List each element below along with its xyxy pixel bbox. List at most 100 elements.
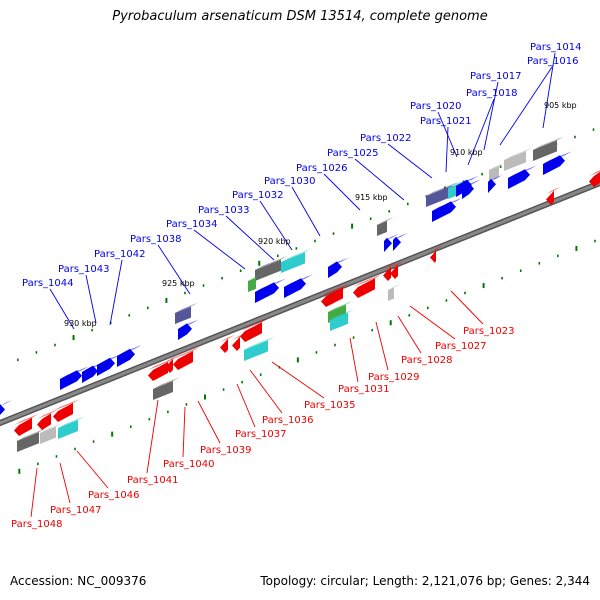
reverse-gene-block-top bbox=[321, 283, 350, 296]
reverse-gene-label: Pars_1039 bbox=[200, 445, 251, 456]
forward-gene-block bbox=[377, 217, 394, 236]
forward-gene-block-face bbox=[248, 277, 256, 292]
reverse-leader-line bbox=[182, 406, 186, 458]
backbone bbox=[0, 181, 600, 425]
scale-labels: 905 kbp 910 kbp 915 kbp 920 kbp 925 kbp 930 k… bbox=[64, 101, 577, 328]
forward-gene-block-face bbox=[543, 155, 565, 175]
forward-gene-block-face bbox=[281, 252, 305, 273]
forward-gene-block bbox=[489, 162, 506, 181]
forward-gene-label: Pars_1014 bbox=[530, 42, 581, 53]
forward-gene-block-face bbox=[384, 237, 392, 252]
reverse-leader-line bbox=[349, 337, 359, 383]
reverse-gene-label: Pars_1027 bbox=[435, 341, 486, 352]
reverse-gene-block bbox=[244, 336, 275, 361]
reverse-gene-label: Pars_1035 bbox=[304, 400, 355, 411]
reverse-gene-block-face bbox=[330, 312, 348, 331]
forward-gene-block-face bbox=[393, 236, 401, 251]
forward-gene-block-top bbox=[0, 400, 12, 406]
forward-gene-block-face bbox=[489, 166, 499, 181]
map-title: Pyrobaculum arsenaticum DSM 13514, compl… bbox=[112, 9, 488, 24]
reverse-gene-block-top bbox=[173, 347, 200, 359]
reverse-gene-block-top bbox=[330, 308, 355, 320]
forward-gene-block bbox=[178, 319, 199, 340]
reverse-gene-label: Pars_1047 bbox=[50, 505, 101, 516]
forward-gene-block bbox=[456, 175, 479, 197]
reverse-gene-block-top bbox=[589, 170, 600, 176]
reverse-leader-line bbox=[146, 399, 159, 474]
forward-gene-block-top bbox=[489, 162, 506, 170]
reverse-gene-label: Pars_1031 bbox=[338, 384, 389, 395]
forward-gene-block-top bbox=[448, 179, 467, 188]
forward-leader-line bbox=[225, 215, 275, 261]
forward-gene-block-top bbox=[281, 248, 312, 262]
reverse-gene-block-face bbox=[328, 304, 346, 323]
reverse-leader-line bbox=[197, 400, 221, 444]
reverse-gene-block bbox=[58, 416, 85, 439]
forward-gene-block bbox=[328, 257, 349, 278]
forward-gene-block bbox=[60, 366, 89, 390]
forward-gene-block-face bbox=[0, 404, 5, 417]
forward-gene-block-top bbox=[426, 181, 459, 196]
forward-gene-block-top bbox=[248, 273, 263, 281]
forward-gene-block-face bbox=[456, 179, 472, 197]
backbone-group bbox=[0, 179, 600, 427]
reverse-gene-block bbox=[353, 274, 382, 298]
forward-leader-line bbox=[387, 143, 433, 179]
reverse-leader-line bbox=[236, 383, 256, 428]
backbone-shadow bbox=[0, 179, 600, 427]
forward-leader-line bbox=[467, 98, 495, 166]
reverse-gene-block bbox=[17, 428, 46, 452]
reverse-leader-line bbox=[30, 467, 38, 518]
reverse-gene-block bbox=[589, 170, 600, 187]
forward-gene-label: Pars_1042 bbox=[94, 249, 145, 260]
forward-leader-line bbox=[85, 274, 97, 324]
forward-leader-line bbox=[542, 52, 556, 129]
reverse-gene-block-face bbox=[240, 322, 262, 342]
reverse-gene-block-face bbox=[17, 432, 39, 452]
reverse-gene-block bbox=[220, 334, 235, 353]
scale-label: 915 kbp bbox=[355, 193, 388, 202]
label-leader-lines bbox=[30, 52, 556, 518]
forward-gene-block bbox=[504, 147, 533, 171]
reverse-gene-block bbox=[232, 332, 247, 351]
forward-gene-block bbox=[488, 174, 503, 193]
reverse-gene-block-top bbox=[58, 416, 85, 428]
reverse-gene-label: Pars_1041 bbox=[127, 475, 178, 486]
forward-gene-block-face bbox=[117, 348, 135, 367]
reverse-gene-block-top bbox=[240, 318, 269, 331]
reverse-leader-line bbox=[249, 369, 283, 414]
reverse-gene-block-face bbox=[53, 403, 73, 422]
forward-gene-block-face bbox=[175, 306, 191, 324]
reverse-gene-block-top bbox=[383, 262, 398, 270]
forward-leader-line bbox=[483, 81, 499, 151]
forward-gene-block-face bbox=[284, 278, 306, 298]
reverse-gene-block-top bbox=[148, 358, 175, 370]
reverse-leader-line bbox=[271, 361, 325, 399]
reverse-gene-block-face bbox=[220, 338, 228, 353]
reverse-gene-block bbox=[430, 245, 443, 263]
reverse-gene-block bbox=[148, 358, 175, 381]
reverse-leader-line bbox=[59, 462, 71, 504]
reverse-gene-block bbox=[330, 308, 355, 331]
scale-label: 930 kbp bbox=[64, 319, 97, 328]
forward-gene-label: Pars_1018 bbox=[466, 88, 517, 99]
forward-gene-block-top bbox=[377, 217, 394, 225]
reverse-leader-line bbox=[450, 290, 484, 325]
reverse-gene-label: Pars_1036 bbox=[262, 415, 313, 426]
reverse-gene-block-top bbox=[430, 245, 443, 252]
forward-gene-block bbox=[284, 274, 313, 298]
forward-gene-label: Pars_1020 bbox=[410, 101, 461, 112]
forward-gene-block-face bbox=[255, 259, 281, 281]
reverse-gene-block-top bbox=[390, 260, 405, 268]
reverse-gene-block-face bbox=[148, 362, 168, 381]
forward-gene-label: Pars_1032 bbox=[232, 190, 283, 201]
reverse-gene-block-face bbox=[589, 171, 600, 187]
reverse-gene-block-top bbox=[37, 409, 58, 419]
forward-gene-block bbox=[393, 232, 408, 251]
reverse-gene-label: Pars_1029 bbox=[368, 372, 419, 383]
forward-gene-label: Pars_1022 bbox=[360, 133, 411, 144]
forward-gene-label: Pars_1030 bbox=[264, 176, 315, 187]
reverse-gene-block bbox=[37, 409, 58, 430]
forward-gene-block bbox=[255, 255, 288, 281]
